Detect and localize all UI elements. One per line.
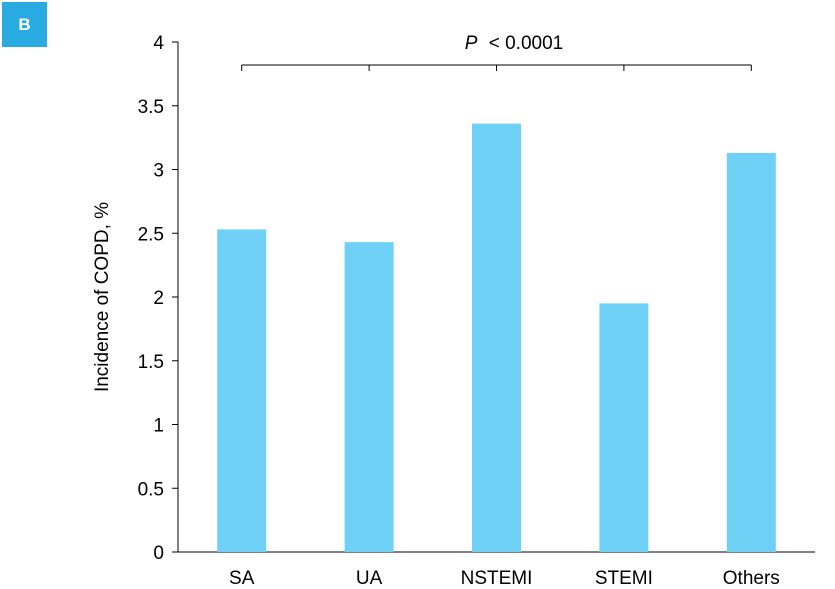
y-tick-label: 1.5 [138, 352, 164, 373]
y-tick-label: 2.5 [138, 224, 164, 245]
p-relation: < [489, 33, 500, 54]
bar-series [217, 123, 776, 553]
y-tick-label: 3.5 [138, 97, 164, 118]
y-tick-label: 1 [153, 416, 164, 437]
x-tick-label: Others [723, 568, 780, 589]
y-tick-label: 0.5 [138, 479, 164, 500]
bar-ua [344, 242, 394, 553]
x-tick-label: UA [356, 568, 383, 589]
y-tick-label: 0 [153, 543, 164, 564]
x-tick-label: STEMI [595, 568, 653, 589]
y-tick-label: 4 [153, 33, 164, 54]
y-axis-label: Incidence of COPD, % [92, 202, 113, 392]
y-axis-ticks: 0 0.5 1 1.5 2 2.5 3 3.5 4 [138, 33, 178, 564]
bar-nstemi [472, 123, 521, 552]
p-symbol: P [465, 33, 478, 54]
y-tick-label: 3 [153, 161, 164, 182]
x-tick-label: NSTEMI [461, 568, 533, 589]
bar-stemi [599, 303, 649, 552]
significance-bracket [241, 64, 752, 71]
bar-others [726, 152, 776, 553]
x-axis-ticks: SA UA NSTEMI STEMI Others [229, 568, 780, 589]
bar-sa [217, 229, 267, 553]
panel-label-badge: B [2, 2, 47, 47]
x-tick-label: SA [229, 568, 255, 589]
p-value: 0.0001 [505, 33, 563, 54]
p-value-annotation: P < 0.0001 [465, 33, 563, 54]
y-tick-label: 2 [153, 288, 164, 309]
